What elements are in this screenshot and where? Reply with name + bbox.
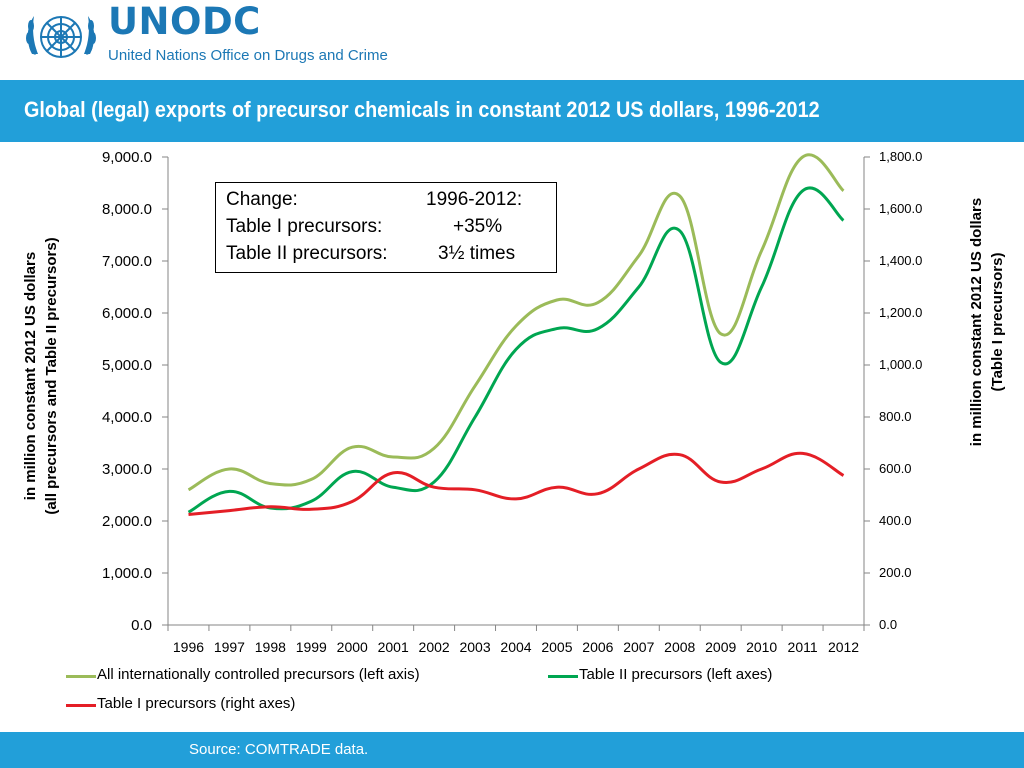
x-tick-label: 2006 <box>582 639 613 655</box>
x-tick-label: 2000 <box>337 639 368 655</box>
annotation-header-right: 1996-2012: <box>426 189 523 210</box>
annotation-row1-value: +35% <box>453 216 503 237</box>
x-tick-label: 2012 <box>828 639 859 655</box>
annotation-row2-label: Table II precursors: <box>226 243 388 264</box>
y-left-tick-label: 5,000.0 <box>102 357 152 374</box>
un-emblem-icon <box>26 16 96 58</box>
logo-title: UNODC <box>108 0 261 43</box>
y-left-tick-label: 0.0 <box>131 617 152 634</box>
y-left-tick-label: 6,000.0 <box>102 305 152 322</box>
y-right-tick-label: 1,000.0 <box>879 357 922 372</box>
x-tick-label: 2005 <box>541 639 572 655</box>
annotation-row2-value: 3½ times <box>438 243 516 264</box>
y-left-axis-title-line1: in million constant 2012 US dollars <box>22 252 39 500</box>
series-line-table-ii <box>187 186 845 514</box>
y-left-tick-label: 4,000.0 <box>102 409 152 426</box>
y-right-tick-label: 600.0 <box>879 461 912 476</box>
x-tick-label: 1997 <box>214 639 245 655</box>
y-right-tick-label: 1,200.0 <box>879 305 922 320</box>
logo-subtitle: United Nations Office on Drugs and Crime <box>108 47 388 64</box>
y-left-tick-label: 1,000.0 <box>102 565 152 582</box>
y-left-tick-label: 3,000.0 <box>102 461 152 478</box>
legend-swatch-table-i <box>66 704 96 707</box>
y-left-axis-title-line2: (all precursors and Table II precursors) <box>43 237 60 514</box>
legend-label-table-i: Table I precursors (right axes) <box>97 695 296 712</box>
x-tick-label: 2002 <box>419 639 450 655</box>
source-note: Source: COMTRADE data. <box>189 741 369 758</box>
y-left-tick-label: 8,000.0 <box>102 201 152 218</box>
y-right-tick-label: 1,600.0 <box>879 201 922 216</box>
slide-title: Global (legal) exports of precursor chem… <box>24 97 820 122</box>
title-band <box>0 80 1024 142</box>
x-tick-label: 2008 <box>664 639 695 655</box>
y-right-tick-label: 800.0 <box>879 409 912 424</box>
y-right-tick-label: 1,800.0 <box>879 149 922 164</box>
legend-swatch-all-precursors <box>66 675 96 678</box>
y-right-axis-title-line1: in million constant 2012 US dollars <box>968 198 985 446</box>
y-right-tick-label: 200.0 <box>879 565 912 580</box>
x-tick-label: 2011 <box>788 639 818 655</box>
footer-band <box>0 732 1024 768</box>
x-tick-label: 1996 <box>173 639 204 655</box>
y-left-tick-label: 7,000.0 <box>102 253 152 270</box>
y-left-tick-label: 2,000.0 <box>102 513 152 530</box>
y-right-tick-label: 400.0 <box>879 513 912 528</box>
y-right-tick-label: 0.0 <box>879 617 897 632</box>
x-tick-label: 1998 <box>255 639 286 655</box>
x-tick-label: 2009 <box>705 639 736 655</box>
x-tick-label: 2004 <box>500 639 531 655</box>
annotation-row1-label: Table I precursors: <box>226 216 383 237</box>
x-tick-label: 2010 <box>746 639 777 655</box>
x-tick-label: 1999 <box>296 639 327 655</box>
x-tick-label: 2001 <box>378 639 409 655</box>
y-right-tick-label: 1,400.0 <box>879 253 922 268</box>
series-line-table-i <box>188 451 845 516</box>
legend-label-all-precursors: All internationally controlled precursor… <box>97 666 420 683</box>
y-left-tick-label: 9,000.0 <box>102 149 152 166</box>
legend-swatch-table-ii <box>548 675 578 678</box>
x-tick-label: 2007 <box>623 639 654 655</box>
annotation-header-left: Change: <box>226 189 298 210</box>
x-tick-label: 2003 <box>459 639 490 655</box>
y-right-axis-title-line2: (Table I precursors) <box>989 253 1006 392</box>
series-line-all-precursors <box>187 153 845 492</box>
legend-label-table-ii: Table II precursors (left axes) <box>579 666 773 683</box>
change-annotation-box: Change: 1996-2012: Table I precursors: +… <box>215 182 557 273</box>
header: UNODC United Nations Office on Drugs and… <box>0 0 1024 80</box>
